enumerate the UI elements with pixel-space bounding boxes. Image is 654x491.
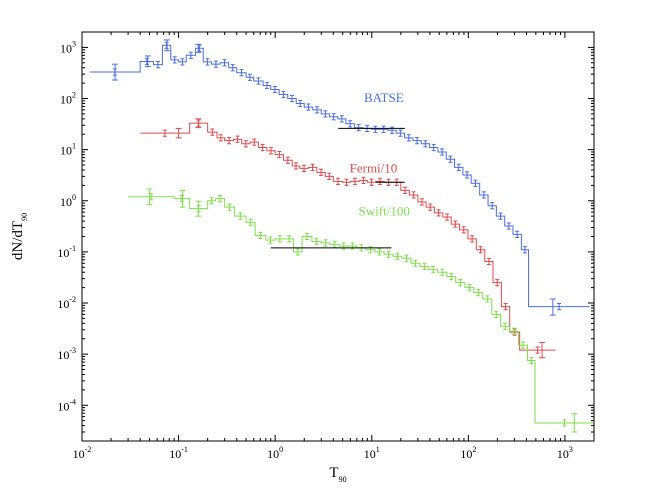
- x-axis-title-main: T: [329, 465, 338, 481]
- y-tick-label: 10-4: [57, 397, 76, 413]
- x-tick-base: 10: [73, 447, 85, 461]
- y-tick-label: 10-2: [57, 295, 76, 311]
- x-tick-base: 10: [460, 447, 472, 461]
- x-tick-exp: 0: [279, 445, 283, 454]
- x-tick-label: 10-2: [73, 445, 92, 461]
- y-tick-exp: 2: [72, 91, 76, 100]
- y-tick-base: 10: [57, 399, 69, 413]
- y-tick-base: 10: [57, 297, 69, 311]
- x-tick-base: 10: [364, 447, 376, 461]
- x-tick-exp: 3: [569, 445, 573, 454]
- histogram-line: [128, 196, 594, 424]
- y-tick-exp: 0: [72, 193, 76, 202]
- series-label-fermi-10: Fermi/10: [350, 160, 398, 175]
- x-tick-label: 102: [460, 445, 476, 461]
- y-axis-title: dN/dT90: [10, 213, 29, 260]
- axis-ticks: 10-2 10-1 100 101 102 10310310210110010-110-2…: [57, 32, 594, 461]
- series-fermi-10: [140, 118, 556, 359]
- x-axis-title-sub: 90: [339, 475, 347, 484]
- y-tick-base: 10: [60, 93, 72, 107]
- series-labels: BATSE Fermi/10 Swift/100: [350, 90, 410, 218]
- curves: [89, 39, 594, 433]
- series-label-batse: BATSE: [364, 90, 404, 105]
- x-tick-label: 103: [557, 445, 573, 461]
- x-tick-base: 10: [169, 447, 181, 461]
- y-tick-label: 100: [60, 193, 76, 209]
- y-tick-base: 10: [60, 144, 72, 158]
- y-axis-title-main: dN/dT: [10, 221, 26, 260]
- x-tick-exp: 2: [472, 445, 476, 454]
- x-tick-label: 101: [364, 445, 380, 461]
- y-tick-exp: -4: [69, 397, 76, 406]
- y-tick-base: 10: [57, 246, 69, 260]
- y-tick-exp: -3: [69, 346, 76, 355]
- y-tick-exp: -1: [69, 244, 76, 253]
- x-tick-exp: -1: [181, 445, 188, 454]
- series-label-swift-100: Swift/100: [359, 203, 410, 218]
- x-tick-label: 10-1: [169, 445, 188, 461]
- x-axis-title: T90: [329, 465, 346, 484]
- x-tick-exp: -2: [85, 445, 92, 454]
- y-tick-base: 10: [60, 195, 72, 209]
- x-tick-exp: 1: [376, 445, 380, 454]
- series-swift-100: [128, 188, 594, 433]
- y-tick-label: 10-1: [57, 244, 76, 260]
- x-tick-base: 10: [557, 447, 569, 461]
- y-tick-exp: 3: [72, 39, 76, 48]
- y-tick-label: 10-3: [57, 346, 76, 362]
- y-tick-label: 103: [60, 39, 76, 55]
- y-tick-base: 10: [60, 41, 72, 55]
- y-tick-exp: -2: [69, 295, 76, 304]
- y-tick-exp: 1: [72, 142, 76, 151]
- y-tick-label: 102: [60, 91, 76, 107]
- y-tick-label: 101: [60, 142, 76, 158]
- y-axis-title-sub: 90: [20, 213, 29, 221]
- y-tick-base: 10: [57, 348, 69, 362]
- histogram-line: [140, 122, 556, 351]
- x-tick-base: 10: [267, 447, 279, 461]
- x-tick-label: 100: [267, 445, 283, 461]
- series-reference: [270, 127, 405, 249]
- histogram-line: [89, 44, 590, 308]
- series-batse: [89, 39, 590, 316]
